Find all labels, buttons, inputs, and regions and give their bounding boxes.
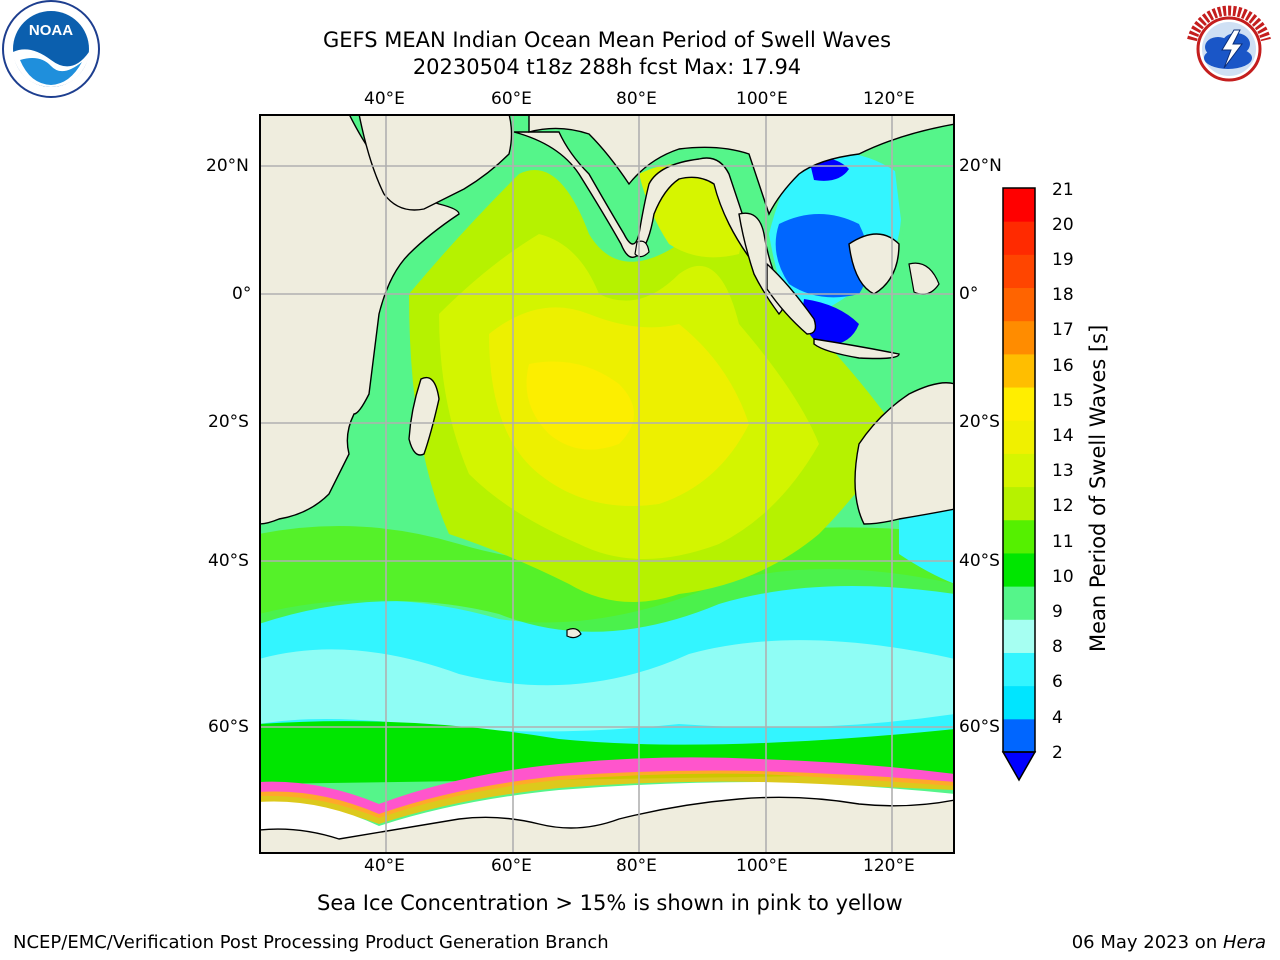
- colorbar-segment: [1003, 387, 1035, 421]
- lon-tick-top: 80°E: [616, 89, 657, 109]
- colorbar-tick-label: 11: [1052, 532, 1074, 552]
- colorbar-segment: [1003, 586, 1035, 620]
- indonesian-seas: [775, 214, 869, 298]
- colorbar-tick-label: 13: [1052, 461, 1074, 481]
- lon-tick-bottom: 120°E: [863, 856, 915, 876]
- colorbar: [1001, 187, 1037, 782]
- colorbar-tick-label: 10: [1052, 567, 1074, 587]
- colorbar-segment: [1003, 188, 1035, 222]
- colorbar-tick-label: 17: [1052, 320, 1074, 340]
- lon-tick-bottom: 80°E: [616, 856, 657, 876]
- footer-date: 06 May 2023 on Hera: [1072, 932, 1266, 953]
- antarctica-land: [260, 796, 954, 853]
- colorbar-tick-label: 20: [1052, 215, 1074, 235]
- colorbar-tick-label: 15: [1052, 391, 1074, 411]
- colorbar-segment: [1003, 685, 1035, 720]
- arabia-land: [358, 115, 513, 211]
- asia-land: [528, 115, 954, 216]
- sumatra-land: [766, 262, 817, 335]
- colorbar-segment: [1003, 519, 1035, 554]
- colorbar-tick-label: 19: [1052, 250, 1074, 270]
- noaa-logo-text: NOAA: [29, 22, 73, 39]
- nws-logo: [1181, 1, 1277, 97]
- colorbar-segment: [1003, 221, 1035, 255]
- colorbar-frame: [1002, 187, 1036, 753]
- lat-tick-right: 20°N: [959, 156, 1002, 176]
- colorbar-segment: [1003, 287, 1035, 322]
- lat-tick-left: 40°S: [208, 551, 249, 571]
- madagascar-land: [408, 376, 440, 456]
- colorbar-tick-label: 14: [1052, 426, 1074, 446]
- colorbar-segment: [1003, 552, 1035, 587]
- footer-host: Hera: [1222, 932, 1266, 953]
- australia-land: [854, 382, 954, 525]
- noaa-logo: NOAA: [2, 0, 100, 98]
- lon-tick-bottom: 100°E: [736, 856, 788, 876]
- title-line-1: GEFS MEAN Indian Ocean Mean Period of Sw…: [322, 28, 892, 52]
- colorbar-segment: [1003, 353, 1035, 388]
- lat-tick-right: 20°S: [959, 412, 1000, 432]
- lon-tick-bottom: 40°E: [364, 856, 405, 876]
- colorbar-tick-label: 9: [1052, 602, 1063, 622]
- colorbar-segment: [1003, 619, 1035, 653]
- colorbar-tick-label: 18: [1052, 285, 1074, 305]
- colorbar-segment: [1003, 320, 1035, 355]
- colorbar-segment: [1003, 453, 1035, 488]
- gridlines: [260, 115, 954, 853]
- colorbar-extend-arrow: [1001, 751, 1037, 782]
- lon-tick-top: 40°E: [364, 89, 405, 109]
- lat-tick-right: 40°S: [959, 551, 1000, 571]
- colorbar-tick-label: 21: [1052, 180, 1074, 200]
- colorbar-tick-label: 8: [1052, 637, 1063, 657]
- sea-ice-caption: Sea Ice Concentration > 15% is shown in …: [317, 891, 903, 915]
- lat-tick-left: 20°S: [208, 412, 249, 432]
- title-line-2: 20230504 t18z 288h fcst Max: 17.94: [412, 55, 802, 79]
- colorbar-segment: [1003, 254, 1035, 289]
- colorbar-segment: [1003, 718, 1035, 753]
- colorbar-tick-label: 16: [1052, 356, 1074, 376]
- colorbar-segment: [1003, 486, 1035, 521]
- lon-tick-top: 100°E: [736, 89, 788, 109]
- lon-tick-bottom: 60°E: [491, 856, 532, 876]
- colorbar-tick-label: 4: [1052, 708, 1063, 728]
- lon-tick-top: 60°E: [491, 89, 532, 109]
- lat-tick-left: 20°N: [206, 156, 249, 176]
- colorbar-tick-label: 12: [1052, 496, 1074, 516]
- footer-credit: NCEP/EMC/Verification Post Processing Pr…: [13, 932, 609, 953]
- map-frame: [259, 114, 955, 854]
- lat-tick-left: 60°S: [208, 717, 249, 737]
- colorbar-segment: [1003, 652, 1035, 687]
- map-plot: [259, 114, 955, 854]
- colorbar-axis-label: Mean Period of Swell Waves [s]: [1086, 324, 1110, 652]
- footer-date-text: 06 May 2023 on: [1071, 932, 1223, 953]
- lon-tick-top: 120°E: [863, 89, 915, 109]
- lat-tick-right: 60°S: [959, 717, 1000, 737]
- colorbar-tick-label: 6: [1052, 672, 1063, 692]
- colorbar-segment: [1003, 420, 1035, 454]
- lat-tick-right: 0°: [959, 284, 979, 304]
- lat-tick-left: 0°: [232, 284, 252, 304]
- colorbar-tick-label: 2: [1052, 743, 1063, 763]
